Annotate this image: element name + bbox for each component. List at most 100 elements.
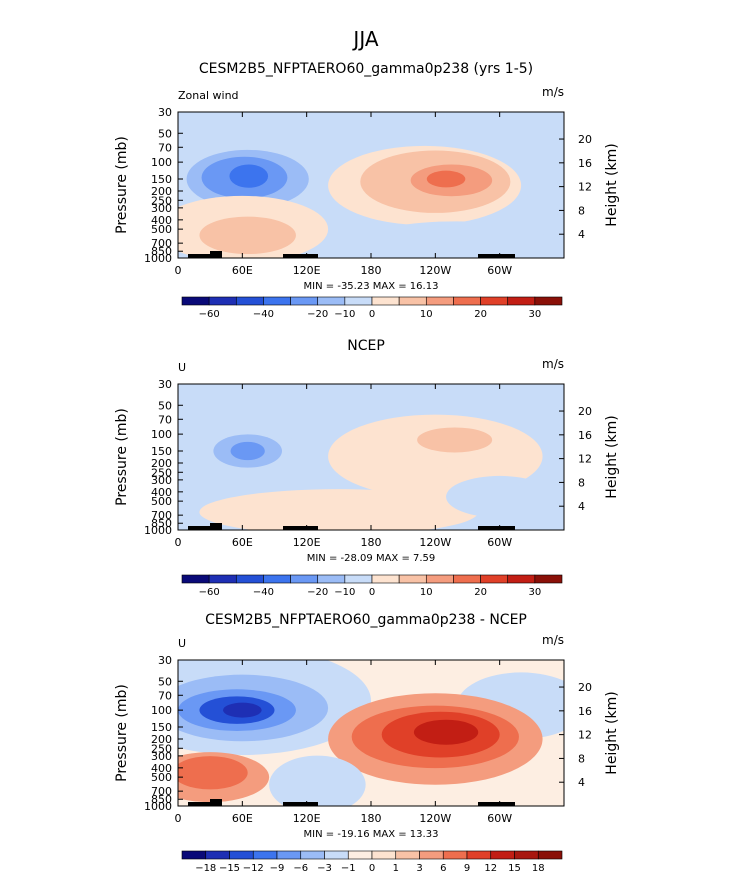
panel-left-label: U bbox=[178, 361, 186, 374]
colorbar-swatch bbox=[395, 850, 420, 860]
y-tick-label: 700 bbox=[151, 785, 172, 798]
y-tick-label: 850 bbox=[151, 793, 172, 806]
y-tick-label: 300 bbox=[151, 474, 172, 487]
topography-block bbox=[210, 251, 222, 258]
colorbar-swatch bbox=[371, 574, 400, 584]
colorbar-swatch bbox=[317, 296, 346, 306]
min-max-stats: MIN = -19.16 MAX = 13.33 bbox=[304, 829, 439, 840]
y-tick-label: 100 bbox=[151, 428, 172, 441]
y-tick-label: 250 bbox=[151, 466, 172, 479]
min-max-stats: MIN = -28.09 MAX = 7.59 bbox=[307, 553, 436, 564]
colorbar-swatch bbox=[371, 850, 397, 860]
x-tick-label: 180 bbox=[361, 536, 382, 549]
colorbar-label: −1 bbox=[341, 863, 356, 873]
y2-tick-label: 12 bbox=[578, 181, 592, 194]
topography-block bbox=[283, 254, 318, 258]
colorbar-swatch bbox=[514, 850, 539, 860]
colorbar-swatch bbox=[398, 574, 427, 584]
panel-title: CESM2B5_NFPTAERO60_gamma0p238 (yrs 1-5) bbox=[199, 61, 533, 77]
panel-1: CESM2B5_NFPTAERO60_gamma0p238 (yrs 1-5) Z… bbox=[114, 61, 620, 320]
colorbar-label: −18 bbox=[195, 863, 216, 873]
colorbar-label: 10 bbox=[420, 309, 433, 320]
y2-tick-label: 8 bbox=[578, 476, 585, 489]
y-tick-label: 100 bbox=[151, 704, 172, 717]
x-tick-label: 60W bbox=[487, 812, 512, 825]
contour-region bbox=[229, 164, 269, 188]
colorbar-swatch bbox=[276, 850, 302, 860]
y2-tick-label: 16 bbox=[578, 705, 592, 718]
topography-block bbox=[188, 254, 222, 258]
contour-region bbox=[269, 755, 366, 806]
y2-tick-label: 16 bbox=[578, 157, 592, 170]
panel-title: CESM2B5_NFPTAERO60_gamma0p238 - NCEP bbox=[205, 612, 527, 628]
colorbar-swatch bbox=[290, 296, 319, 306]
panels: CESM2B5_NFPTAERO60_gamma0p238 (yrs 1-5) Z… bbox=[114, 61, 620, 873]
colorbar-label: −10 bbox=[334, 587, 355, 598]
y-tick-label: 30 bbox=[158, 654, 172, 667]
topography-block bbox=[188, 802, 222, 806]
y2-axis-title: Height (km) bbox=[604, 691, 620, 774]
y2-tick-label: 4 bbox=[578, 776, 585, 789]
panel-3: CESM2B5_NFPTAERO60_gamma0p238 - NCEP U m/s… bbox=[114, 612, 620, 873]
panel-units: m/s bbox=[542, 357, 564, 371]
y-tick-label: 50 bbox=[158, 675, 172, 688]
contour-field bbox=[178, 660, 564, 806]
x-tick-label: 180 bbox=[361, 264, 382, 277]
colorbar-swatch bbox=[480, 574, 509, 584]
contour-field bbox=[178, 112, 564, 258]
colorbar: −60 −40 −20 −10 0 10 20 30 bbox=[181, 296, 563, 320]
x-tick-label: 180 bbox=[361, 812, 382, 825]
topography-block bbox=[210, 799, 222, 806]
y-tick-label: 200 bbox=[151, 457, 172, 470]
contour-region bbox=[365, 221, 548, 258]
contour-region bbox=[413, 719, 479, 745]
panel-left-label: Zonal wind bbox=[178, 89, 239, 102]
colorbar: −18 −15 −12 −9 −6 −3 −1 0 1 3 6 9 12 15 18 bbox=[181, 850, 563, 873]
contour-region bbox=[178, 756, 248, 790]
colorbar-label: −20 bbox=[307, 587, 328, 598]
y-tick-label: 1000 bbox=[144, 252, 172, 265]
y-tick-label: 150 bbox=[151, 721, 172, 734]
x-tick-label: 60E bbox=[232, 812, 253, 825]
y2-tick-label: 20 bbox=[578, 681, 592, 694]
y-tick-label: 70 bbox=[158, 141, 172, 154]
colorbar-label: −15 bbox=[219, 863, 240, 873]
colorbar-swatch bbox=[235, 574, 264, 584]
colorbar-label: −60 bbox=[199, 309, 220, 320]
x-tick-label: 0 bbox=[175, 536, 182, 549]
colorbar-swatch bbox=[453, 296, 481, 306]
topography-block bbox=[478, 802, 515, 806]
y-axis-title: Pressure (mb) bbox=[114, 408, 130, 506]
panel-title: NCEP bbox=[347, 338, 385, 354]
colorbar-swatch bbox=[466, 850, 492, 860]
contour-region bbox=[230, 441, 265, 461]
y-tick-label: 400 bbox=[151, 762, 172, 775]
figure-title: JJA bbox=[351, 27, 378, 51]
y-tick-label: 850 bbox=[151, 517, 172, 530]
colorbar-label: 12 bbox=[484, 863, 497, 873]
colorbar-label: 9 bbox=[464, 863, 470, 873]
colorbar-swatch bbox=[181, 574, 210, 584]
y-tick-label: 300 bbox=[151, 202, 172, 215]
colorbar-label: 10 bbox=[420, 587, 433, 598]
colorbar-swatch bbox=[453, 574, 481, 584]
colorbar-swatch bbox=[208, 574, 237, 584]
y2-axis-title: Height (km) bbox=[604, 143, 620, 226]
colorbar-swatch bbox=[398, 296, 427, 306]
colorbar-swatch bbox=[371, 296, 400, 306]
x-tick-label: 120E bbox=[293, 812, 321, 825]
colorbar-swatch bbox=[344, 574, 373, 584]
colorbar-label: −3 bbox=[317, 863, 332, 873]
topography-block bbox=[283, 802, 318, 806]
x-tick-label: 60W bbox=[487, 264, 512, 277]
y2-tick-label: 20 bbox=[578, 133, 592, 146]
x-tick-label: 120W bbox=[419, 812, 451, 825]
colorbar-label: −10 bbox=[334, 309, 355, 320]
colorbar-swatch bbox=[205, 850, 230, 860]
colorbar-swatch bbox=[263, 574, 291, 584]
y-tick-label: 250 bbox=[151, 742, 172, 755]
colorbar-swatch bbox=[235, 296, 264, 306]
y-tick-label: 250 bbox=[151, 194, 172, 207]
min-max-stats: MIN = -35.23 MAX = 16.13 bbox=[304, 281, 439, 292]
contour-region bbox=[417, 427, 493, 453]
